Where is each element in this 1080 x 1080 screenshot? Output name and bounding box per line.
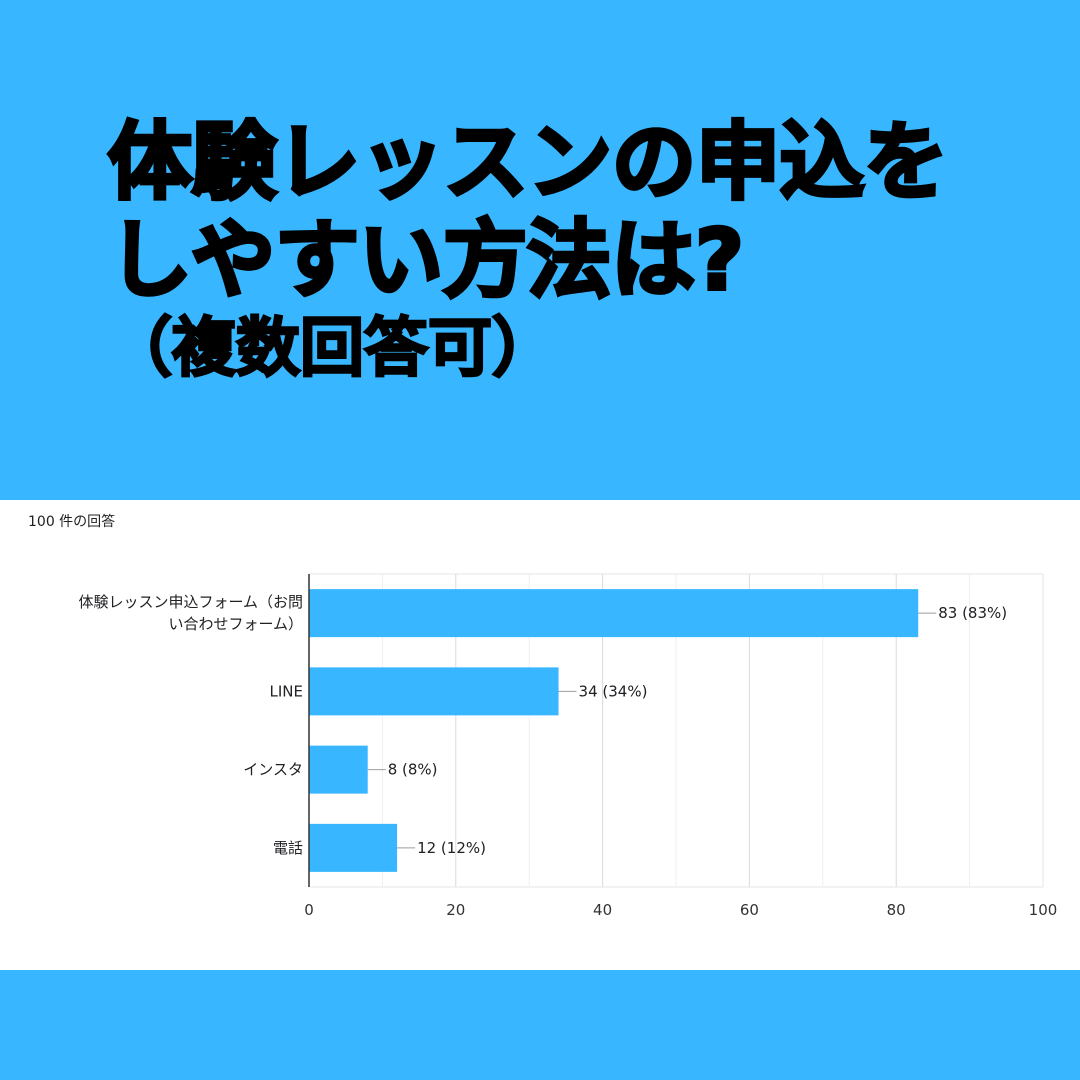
data-label: 83 (83%) — [938, 604, 1007, 622]
page-title-note: （複数回答可） — [107, 311, 558, 388]
x-tick-label: 80 — [887, 901, 906, 919]
data-label: 12 (12%) — [417, 839, 486, 857]
response-count: 100 件の回答 — [28, 514, 116, 530]
x-tick-label: 20 — [446, 901, 465, 919]
category-label: LINE — [270, 682, 303, 700]
data-label: 8 (8%) — [388, 761, 438, 779]
category-label: い合わせフォーム） — [168, 615, 303, 633]
category-label: インスタ — [243, 761, 303, 779]
x-tick-label: 0 — [304, 901, 314, 919]
x-tick-label: 40 — [593, 901, 612, 919]
chart-panel — [0, 500, 1080, 970]
bar — [309, 823, 398, 872]
header-banner: 体験レッスンの申込を しやすい方法は? （複数回答可） — [0, 0, 1080, 500]
data-label: 34 (34%) — [579, 682, 648, 700]
x-tick-label: 60 — [740, 901, 759, 919]
bar — [309, 667, 559, 716]
bar — [309, 589, 919, 638]
page-title-line-1: 体験レッスンの申込を — [106, 112, 950, 212]
category-label: 体験レッスン申込フォーム（お問 — [78, 593, 303, 611]
footer-band — [0, 970, 1080, 1080]
bar — [309, 745, 368, 794]
page-title-line-2: しやすい方法は? — [106, 210, 746, 310]
x-tick-label: 100 — [1029, 901, 1058, 919]
category-label: 電話 — [273, 839, 303, 857]
